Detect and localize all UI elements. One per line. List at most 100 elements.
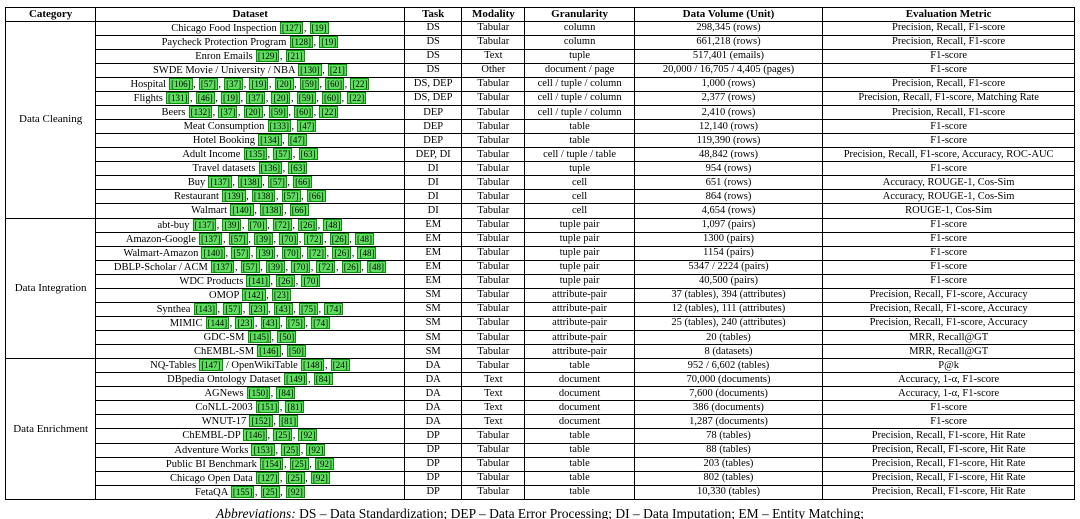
citation-link[interactable]: [37] — [246, 92, 266, 104]
citation-link[interactable]: [47] — [297, 120, 317, 133]
citation-link[interactable]: [66] — [293, 176, 313, 189]
citation-link[interactable]: [19] — [319, 36, 339, 48]
citation-link[interactable]: [70] — [247, 219, 267, 231]
citation-link[interactable]: [66] — [306, 190, 326, 203]
citation-link[interactable]: [129] — [255, 50, 280, 62]
citation-link[interactable]: [48] — [323, 219, 343, 231]
citation-link[interactable]: [134] — [258, 134, 282, 147]
citation-link[interactable]: [63] — [288, 162, 308, 175]
citation-link[interactable]: [75] — [285, 317, 305, 329]
citation-link[interactable]: [138] — [259, 204, 284, 217]
citation-link[interactable]: [135] — [243, 148, 267, 161]
citation-link[interactable]: [139] — [222, 190, 246, 203]
citation-link[interactable]: [92] — [310, 472, 330, 484]
citation-link[interactable]: [20] — [274, 78, 294, 90]
citation-link[interactable]: [148] — [300, 359, 325, 372]
citation-link[interactable]: [154] — [259, 458, 284, 470]
citation-link[interactable]: [140] — [201, 247, 225, 259]
citation-link[interactable]: [39] — [222, 219, 242, 231]
citation-link[interactable]: [146] — [257, 345, 281, 358]
citation-link[interactable]: [144] — [205, 317, 230, 329]
citation-link[interactable]: [39] — [253, 233, 273, 245]
citation-link[interactable]: [59] — [296, 92, 316, 104]
citation-link[interactable]: [57] — [223, 303, 243, 315]
citation-link[interactable]: [20] — [243, 106, 263, 119]
citation-link[interactable]: [149] — [283, 373, 308, 386]
citation-link[interactable]: [22] — [350, 78, 370, 90]
citation-link[interactable]: [140] — [230, 204, 254, 217]
citation-link[interactable]: [21] — [285, 50, 305, 62]
citation-link[interactable]: [72] — [272, 219, 292, 231]
citation-link[interactable]: [137] — [198, 233, 223, 245]
citation-link[interactable]: [19] — [309, 22, 329, 34]
citation-link[interactable]: [21] — [327, 64, 347, 76]
citation-link[interactable]: [59] — [299, 78, 319, 90]
citation-link[interactable]: [26] — [276, 275, 296, 287]
citation-link[interactable]: [43] — [273, 303, 293, 315]
citation-link[interactable]: [130] — [298, 64, 322, 76]
citation-link[interactable]: [43] — [260, 317, 280, 329]
citation-link[interactable]: [132] — [188, 106, 213, 119]
citation-link[interactable]: [151] — [255, 401, 280, 414]
citation-link[interactable]: [50] — [286, 345, 306, 358]
citation-link[interactable]: [150] — [246, 387, 271, 400]
citation-link[interactable]: [48] — [357, 247, 377, 259]
citation-link[interactable]: [57] — [281, 190, 301, 203]
citation-link[interactable]: [155] — [230, 486, 255, 498]
citation-link[interactable]: [74] — [311, 317, 331, 329]
citation-link[interactable]: [131] — [165, 92, 190, 104]
citation-link[interactable]: [46] — [195, 92, 215, 104]
citation-link[interactable]: [20] — [271, 92, 291, 104]
citation-link[interactable]: [81] — [285, 401, 305, 414]
citation-link[interactable]: [92] — [314, 458, 334, 470]
citation-link[interactable]: [19] — [220, 92, 240, 104]
citation-link[interactable]: [57] — [240, 261, 260, 273]
citation-link[interactable]: [152] — [249, 415, 273, 428]
citation-link[interactable]: [133] — [267, 120, 292, 133]
citation-link[interactable]: [24] — [330, 359, 350, 372]
citation-link[interactable]: [57] — [198, 78, 218, 90]
citation-link[interactable]: [25] — [281, 444, 301, 456]
citation-link[interactable]: [70] — [281, 247, 301, 259]
citation-link[interactable]: [137] — [210, 261, 235, 273]
citation-link[interactable]: [48] — [366, 261, 386, 273]
citation-link[interactable]: [92] — [285, 486, 305, 498]
citation-link[interactable]: [106] — [169, 78, 193, 90]
citation-link[interactable]: [57] — [273, 148, 293, 161]
citation-link[interactable]: [92] — [306, 444, 326, 456]
citation-link[interactable]: [146] — [243, 429, 267, 442]
citation-link[interactable]: [22] — [319, 106, 339, 119]
citation-link[interactable]: [39] — [265, 261, 285, 273]
citation-link[interactable]: [25] — [273, 429, 293, 442]
citation-link[interactable]: [23] — [271, 289, 291, 301]
citation-link[interactable]: [25] — [289, 458, 309, 470]
citation-link[interactable]: [66] — [289, 204, 309, 217]
citation-link[interactable]: [23] — [235, 317, 255, 329]
citation-link[interactable]: [57] — [231, 247, 251, 259]
citation-link[interactable]: [37] — [218, 106, 238, 119]
citation-link[interactable]: [153] — [251, 444, 275, 456]
citation-link[interactable]: [26] — [298, 219, 318, 231]
citation-link[interactable]: [141] — [246, 275, 270, 287]
citation-link[interactable]: [128] — [289, 36, 314, 48]
citation-link[interactable]: [142] — [242, 289, 266, 301]
citation-link[interactable]: [70] — [301, 275, 321, 287]
citation-link[interactable]: [59] — [268, 106, 288, 119]
citation-link[interactable]: [57] — [228, 233, 248, 245]
citation-link[interactable]: [26] — [332, 247, 352, 259]
citation-link[interactable]: [50] — [277, 331, 297, 344]
citation-link[interactable]: [127] — [255, 472, 280, 484]
citation-link[interactable]: [48] — [354, 233, 374, 245]
citation-link[interactable]: [26] — [341, 261, 361, 273]
citation-link[interactable]: [143] — [193, 303, 218, 315]
citation-link[interactable]: [138] — [238, 176, 262, 189]
citation-link[interactable]: [138] — [251, 190, 276, 203]
citation-link[interactable]: [39] — [256, 247, 276, 259]
citation-link[interactable]: [25] — [285, 472, 305, 484]
citation-link[interactable]: [37] — [224, 78, 244, 90]
citation-link[interactable]: [60] — [294, 106, 314, 119]
citation-link[interactable]: [26] — [329, 233, 349, 245]
citation-link[interactable]: [25] — [260, 486, 280, 498]
citation-link[interactable]: [70] — [291, 261, 311, 273]
citation-link[interactable]: [72] — [316, 261, 336, 273]
